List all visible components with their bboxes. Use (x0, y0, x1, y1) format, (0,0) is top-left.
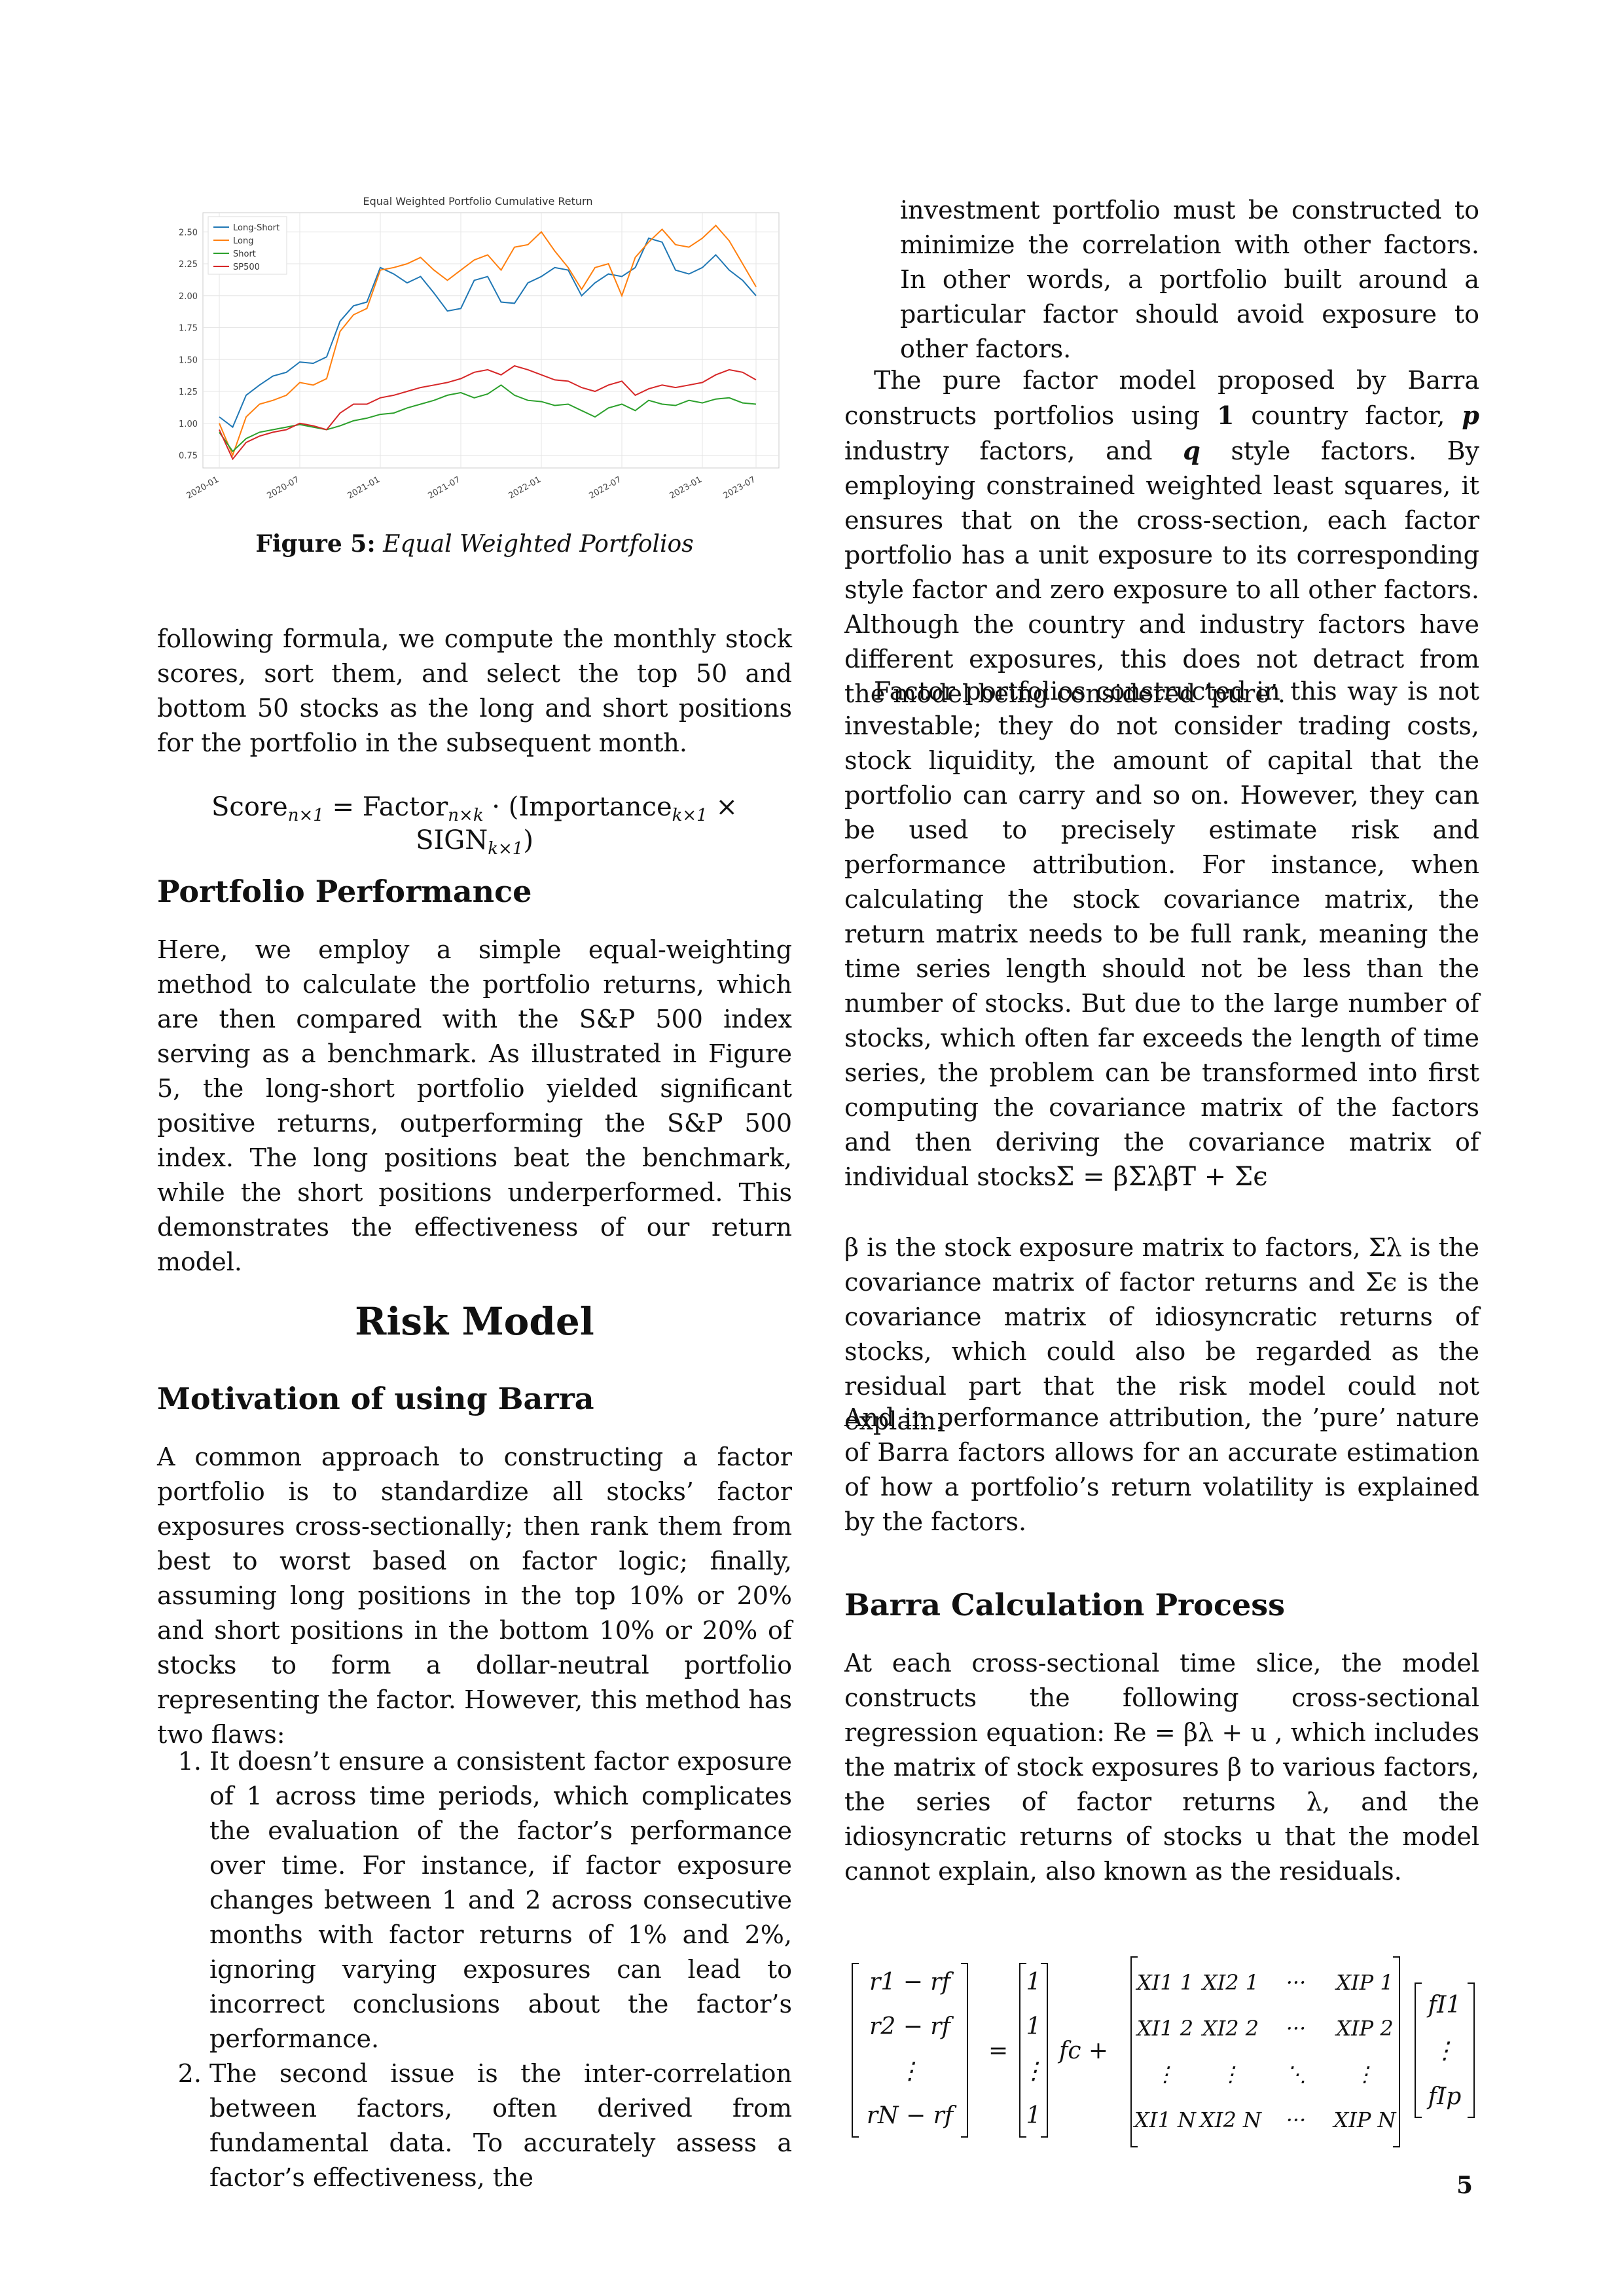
exposure-entry: ⋮ (1220, 2062, 1241, 2087)
section-title: Risk Model (355, 1299, 594, 1344)
paragraph: investment portfolio must be constructed… (900, 196, 1479, 363)
page-number: 5 (1456, 2172, 1473, 2199)
series-line-long-short (219, 237, 757, 429)
figure-caption: Figure 5: Equal Weighted Portfolios (157, 530, 792, 558)
x-tick-label: 2021-07 (426, 475, 462, 501)
paragraph: The pure factor model proposed by Barra … (844, 366, 1479, 708)
exposure-entry: XI2 2 (1200, 2016, 1259, 2041)
ones-entry: 1 (1026, 1969, 1041, 1996)
x-tick-label: 2020-07 (265, 475, 301, 501)
series-line-short (219, 384, 757, 453)
equals-sign: = (988, 2037, 1008, 2064)
covariance-equation: Σ = βΣλβT + Σϵ (1056, 1162, 1268, 1192)
exposure-entry: ⋮ (1155, 2062, 1176, 2087)
cumulative-return-chart: 0.75 1.00 1.25 1.50 1.75 2.00 2.25 2.50 2020-01 2… (179, 195, 780, 501)
factor-entry: fIp (1426, 2083, 1462, 2110)
legend-label: Long (233, 236, 253, 246)
paragraph: A common approach to constructing a fact… (157, 1443, 792, 1749)
x-tick-label: 2022-07 (587, 475, 623, 501)
figure-5: 0.75 1.00 1.25 1.50 1.75 2.00 2.25 2.50 2020-01 2… (157, 193, 792, 533)
section-heading: Barra Calculation Process (844, 1587, 1286, 1623)
y-tick-label: 2.50 (179, 228, 198, 238)
factor-entry: ⋮ (1433, 2037, 1456, 2064)
y-tick-label: 1.75 (179, 324, 198, 334)
y-tick-label: 0.75 (179, 452, 198, 461)
lhs-entry: rN − rf (867, 2102, 957, 2129)
paragraph: Factor portfolios constructed in this wa… (844, 677, 1479, 1191)
x-tick-label: 2020-01 (185, 475, 221, 501)
lhs-entry: r2 − rf (869, 2013, 954, 2040)
exposure-entry: ··· (1286, 2108, 1307, 2132)
flaws-list: It doesn’t ensure a consistent factor ex… (157, 1744, 792, 2195)
exposure-entry: XI1 N (1132, 2108, 1197, 2132)
x-tick-label: 2022-01 (507, 475, 543, 501)
ones-entry: 1 (1026, 2013, 1041, 2040)
regression-matrix-equation: r1 − rf r2 − rf ⋮ rN − rf 1 1 ⋮ 1 XI1 1 XI2 1 ··… (851, 1954, 1479, 2150)
exposure-entry: XI2 1 (1200, 1970, 1259, 1995)
paragraph: following formula, we compute the monthl… (157, 624, 792, 757)
lhs-entry: ⋮ (898, 2058, 922, 2085)
exposure-matrix: XI1 1 XI2 1 ··· XIP 1 XI1 2 XI2 2 ··· XIP 2 ⋮ ⋮ ⋱ ⋮… (1130, 1956, 1400, 2147)
exposure-entry: ··· (1286, 1970, 1307, 1995)
legend-label: Short (233, 249, 256, 259)
list-item: It doesn’t ensure a consistent factor ex… (209, 1744, 792, 2056)
paragraph: β is the stock exposure matrix to factor… (844, 1233, 1479, 1435)
ones-vector: 1 1 ⋮ 1 (1019, 1963, 1048, 2138)
lhs-entry: r1 − rf (869, 1969, 954, 1996)
matrix-bracket (1130, 1956, 1400, 2147)
paragraph: And in performance attribution, the ’pur… (844, 1403, 1479, 1536)
legend-label: SP500 (233, 262, 260, 272)
exposure-entry: ··· (1286, 2016, 1307, 2041)
exposure-entry: XIP 2 (1334, 2016, 1393, 2041)
x-tick-label: 2023-07 (721, 475, 757, 501)
paragraph: Here, we employ a simple equal-weighting… (157, 935, 792, 1276)
score-equation: Scoren×1 = Factorn×k · (Importancek×1 × … (211, 792, 738, 859)
fc-term: fc + (1057, 2037, 1108, 2064)
x-tick-label: 2023-01 (668, 475, 704, 501)
chart-title: Equal Weighted Portfolio Cumulative Retu… (363, 195, 593, 207)
legend-box (208, 216, 287, 275)
y-tick-label: 2.25 (179, 260, 198, 270)
series-line-sp500 (219, 365, 757, 461)
section-heading: Motivation of using Barra (157, 1381, 594, 1416)
exposure-entry: XI1 1 (1135, 1970, 1193, 1995)
list-item: The second issue is the inter-correlatio… (209, 2056, 792, 2195)
matrix-bracket (1415, 1982, 1475, 2118)
y-tick-label: 1.50 (179, 355, 198, 365)
caption-text: Equal Weighted Portfolios (383, 531, 694, 558)
matrix-bracket (852, 1963, 968, 2138)
factor-entry: fI1 (1426, 1992, 1461, 2018)
exposure-entry: XIP N (1331, 2108, 1396, 2132)
exposure-entry: ⋱ (1286, 2062, 1307, 2087)
factor-vector: fI1 ⋮ fIp (1415, 1982, 1475, 2118)
exposure-entry: XIP 1 (1334, 1970, 1393, 1995)
exposure-entry: XI1 2 (1135, 2016, 1193, 2041)
exposure-entry: XI2 N (1198, 2108, 1262, 2132)
ones-entry: 1 (1026, 2102, 1041, 2129)
legend-label: Long-Short (233, 223, 280, 233)
y-tick-label: 1.00 (179, 420, 198, 429)
exposure-entry: ⋮ (1354, 2062, 1375, 2087)
caption-label: Figure 5: (255, 530, 376, 558)
y-tick-label: 1.25 (179, 387, 198, 397)
series-line-long (219, 224, 757, 457)
ones-entry: ⋮ (1022, 2058, 1045, 2085)
section-heading: Portfolio Performance (157, 874, 532, 909)
y-tick-label: 2.00 (179, 292, 198, 302)
lhs-vector: r1 − rf r2 − rf ⋮ rN − rf (852, 1963, 968, 2138)
x-tick-label: 2021-01 (346, 475, 382, 501)
matrix-bracket (1019, 1963, 1048, 2138)
paragraph: At each cross-sectional time slice, the … (844, 1649, 1479, 1886)
plot-frame (202, 212, 780, 469)
